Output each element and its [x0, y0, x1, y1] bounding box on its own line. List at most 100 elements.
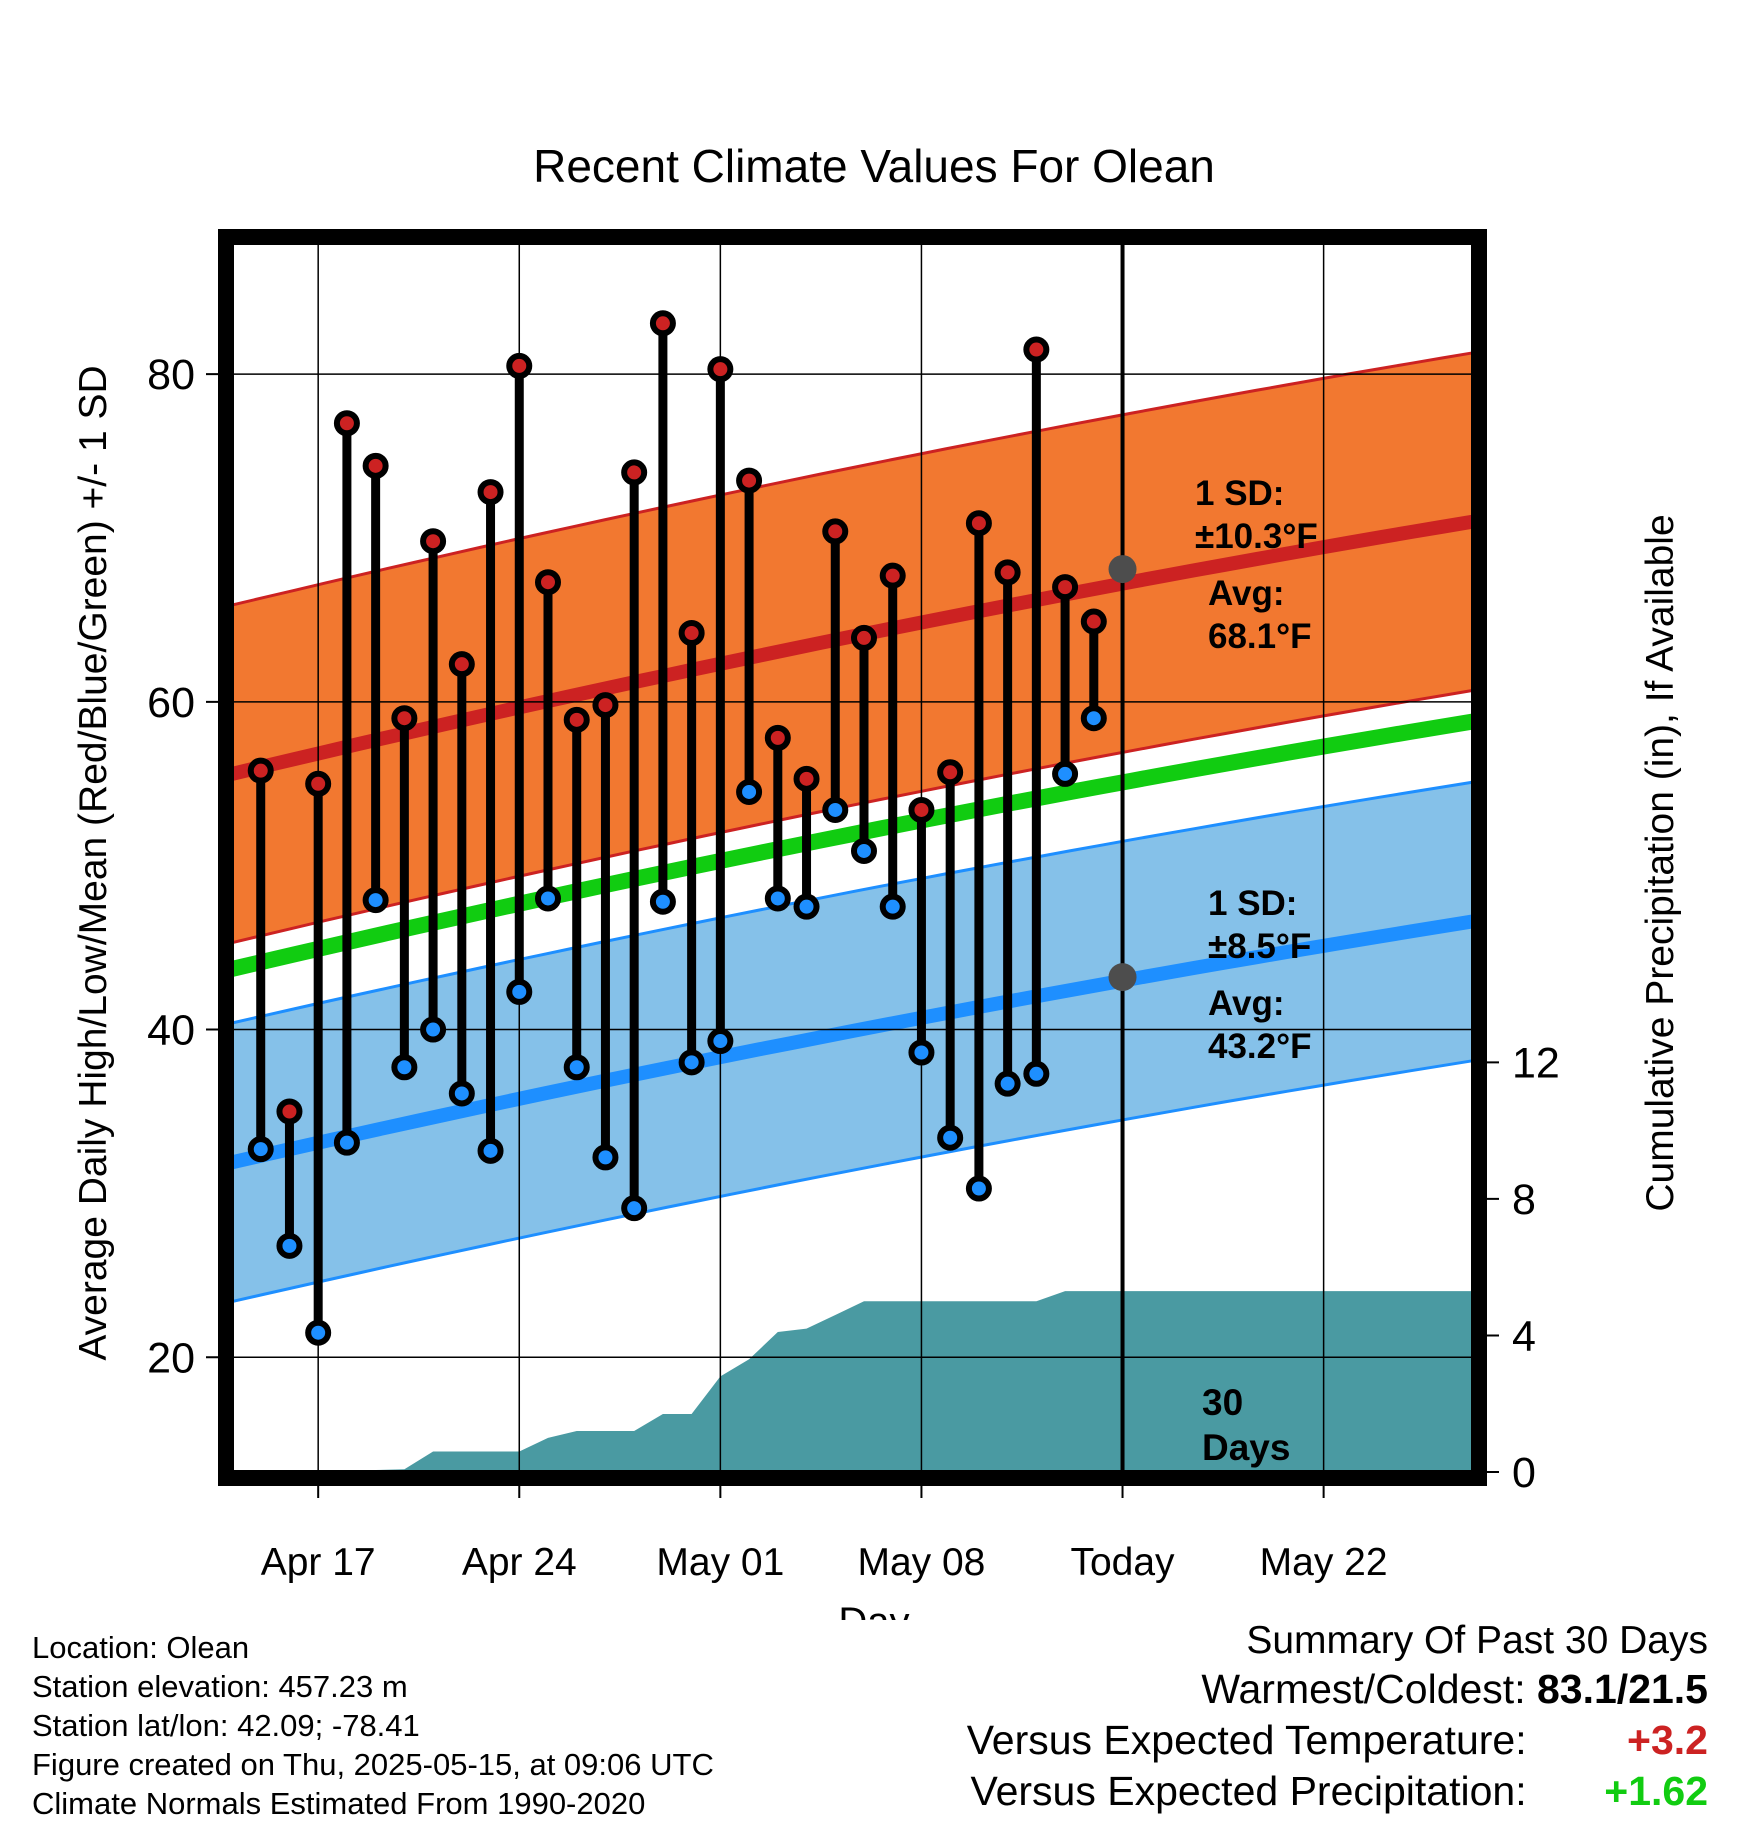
daily-high-marker: [1052, 574, 1079, 601]
daily-high-marker: [362, 452, 389, 479]
y-tick-label-right: 12: [1512, 1039, 1560, 1087]
cumulative-precip-area: [232, 1291, 1473, 1472]
daily-low-marker: [1052, 760, 1079, 787]
daily-high-marker: [305, 770, 332, 797]
low-avg-label: Avg:: [1208, 984, 1284, 1023]
daily-high-marker: [420, 528, 447, 555]
y-tick-label-left: 20: [147, 1334, 195, 1382]
y-axis-label-right: Cumulative Precipitation (in), If Availa…: [1639, 514, 1682, 1211]
daily-high-marker: [534, 569, 561, 596]
daily-high-marker: [965, 510, 992, 537]
low-sd-label: 1 SD:: [1208, 884, 1297, 923]
daily-high-marker: [1023, 336, 1050, 363]
y-tick-label-right: 8: [1512, 1176, 1536, 1224]
daily-low-marker: [965, 1175, 992, 1202]
plot-frame: [218, 229, 1487, 1486]
daily-high-marker: [592, 692, 619, 719]
y-tick-label-left: 40: [147, 1007, 195, 1055]
today-high-avg-marker: [1108, 555, 1137, 584]
daily-high-marker: [1080, 608, 1107, 635]
y-tick-label-left: 60: [147, 679, 195, 727]
daily-high-marker: [764, 724, 791, 751]
daily-low-marker: [707, 1028, 734, 1055]
y-tick-label-right: 4: [1512, 1312, 1536, 1360]
daily-high-marker: [994, 559, 1021, 586]
precip-days-unit: Days: [1202, 1427, 1290, 1468]
daily-low-marker: [305, 1319, 332, 1346]
daily-high-marker: [506, 352, 533, 379]
y-axis-label-left: Average Daily High/Low/Mean (Red/Blue/Gr…: [72, 365, 115, 1360]
x-tick-label: Today: [1070, 1541, 1175, 1584]
summary-precip-value: +1.62: [1604, 1768, 1708, 1814]
info-elevation: Station elevation: 457.23 m: [32, 1669, 408, 1704]
daily-high-marker: [678, 620, 705, 647]
daily-low-marker: [850, 837, 877, 864]
station-info: Location: Olean Station elevation: 457.2…: [32, 1628, 714, 1823]
observation-layer: [247, 310, 1107, 1346]
daily-low-marker: [937, 1124, 964, 1151]
daily-high-marker: [621, 459, 648, 486]
low-band-upper-edge: [231, 780, 1474, 1025]
daily-high-marker: [276, 1098, 303, 1125]
daily-low-marker: [420, 1016, 447, 1043]
daily-high-marker: [850, 624, 877, 651]
daily-low-marker: [908, 1039, 935, 1066]
y-tick-label-left: 80: [147, 351, 195, 399]
precip-days-count: 30: [1202, 1382, 1243, 1423]
daily-low-marker: [563, 1054, 590, 1081]
low-avg-value: 43.2°F: [1208, 1027, 1312, 1066]
summary-temp-label: Versus Expected Temperature:: [966, 1717, 1527, 1763]
daily-low-marker: [621, 1195, 648, 1222]
daily-high-marker: [391, 705, 418, 732]
normal-mean-line: [230, 713, 1475, 977]
daily-high-marker: [879, 562, 906, 589]
summary-warmest-row: Warmest/Coldest: 83.1/21.5: [967, 1664, 1708, 1715]
normal-low-line: [230, 914, 1475, 1170]
daily-low-marker: [879, 893, 906, 920]
daily-low-marker: [333, 1129, 360, 1156]
band-layer: [230, 351, 1475, 1304]
high-band-lower-edge: [231, 688, 1474, 945]
x-tick-label: Apr 17: [261, 1541, 376, 1584]
summary-temp-row: Versus Expected Temperature: +3.2: [967, 1715, 1708, 1766]
summary-warmest-label: Warmest/Coldest:: [1201, 1666, 1526, 1712]
daily-high-marker: [908, 796, 935, 823]
daily-low-marker: [678, 1049, 705, 1076]
daily-low-marker: [247, 1136, 274, 1163]
daily-high-marker: [477, 479, 504, 506]
info-location: Location: Olean: [32, 1630, 250, 1665]
daily-low-marker: [362, 887, 389, 914]
precip-layer: [232, 1291, 1473, 1472]
low-sd-value: ±8.5°F: [1208, 927, 1311, 966]
daily-low-marker: [994, 1070, 1021, 1097]
daily-low-marker: [448, 1080, 475, 1107]
y-tick-label-right: 0: [1512, 1449, 1536, 1497]
low-sd-band: [232, 782, 1473, 1302]
low-band-lower-edge: [231, 1059, 1474, 1304]
daily-low-marker: [764, 885, 791, 912]
info-created: Figure created on Thu, 2025-05-15, at 09…: [32, 1747, 714, 1782]
high-sd-value: ±10.3°F: [1195, 517, 1318, 556]
daily-low-marker: [506, 978, 533, 1005]
daily-low-marker: [592, 1144, 619, 1171]
daily-low-marker: [276, 1232, 303, 1259]
frame-layer: [218, 229, 1487, 1486]
high-avg-value: 68.1°F: [1208, 617, 1312, 656]
daily-high-marker: [333, 410, 360, 437]
summary-temp-value: +3.2: [1627, 1717, 1708, 1763]
summary-heading: Summary Of Past 30 Days: [1246, 1619, 1708, 1662]
daily-high-marker: [736, 467, 763, 494]
daily-low-marker: [534, 885, 561, 912]
daily-low-marker: [1023, 1060, 1050, 1087]
daily-high-marker: [707, 356, 734, 383]
daily-low-marker: [736, 778, 763, 805]
summary-panel: Summary Of Past 30 Days Warmest/Coldest:…: [967, 1618, 1708, 1817]
summary-warmest-value: 83.1/21.5: [1537, 1666, 1708, 1712]
climate-chart: Apr 17 Apr 24 May 01 May 08 Today May 2220406…: [72, 140, 1682, 1620]
daily-low-marker: [391, 1054, 418, 1081]
summary-precip-row: Versus Expected Precipitation: +1.62: [967, 1766, 1709, 1817]
info-latlon: Station lat/lon: 42.09; -78.41: [32, 1708, 420, 1743]
high-avg-label: Avg:: [1208, 574, 1284, 613]
high-band-upper-edge: [231, 351, 1474, 607]
x-tick-label: May 22: [1260, 1541, 1388, 1584]
